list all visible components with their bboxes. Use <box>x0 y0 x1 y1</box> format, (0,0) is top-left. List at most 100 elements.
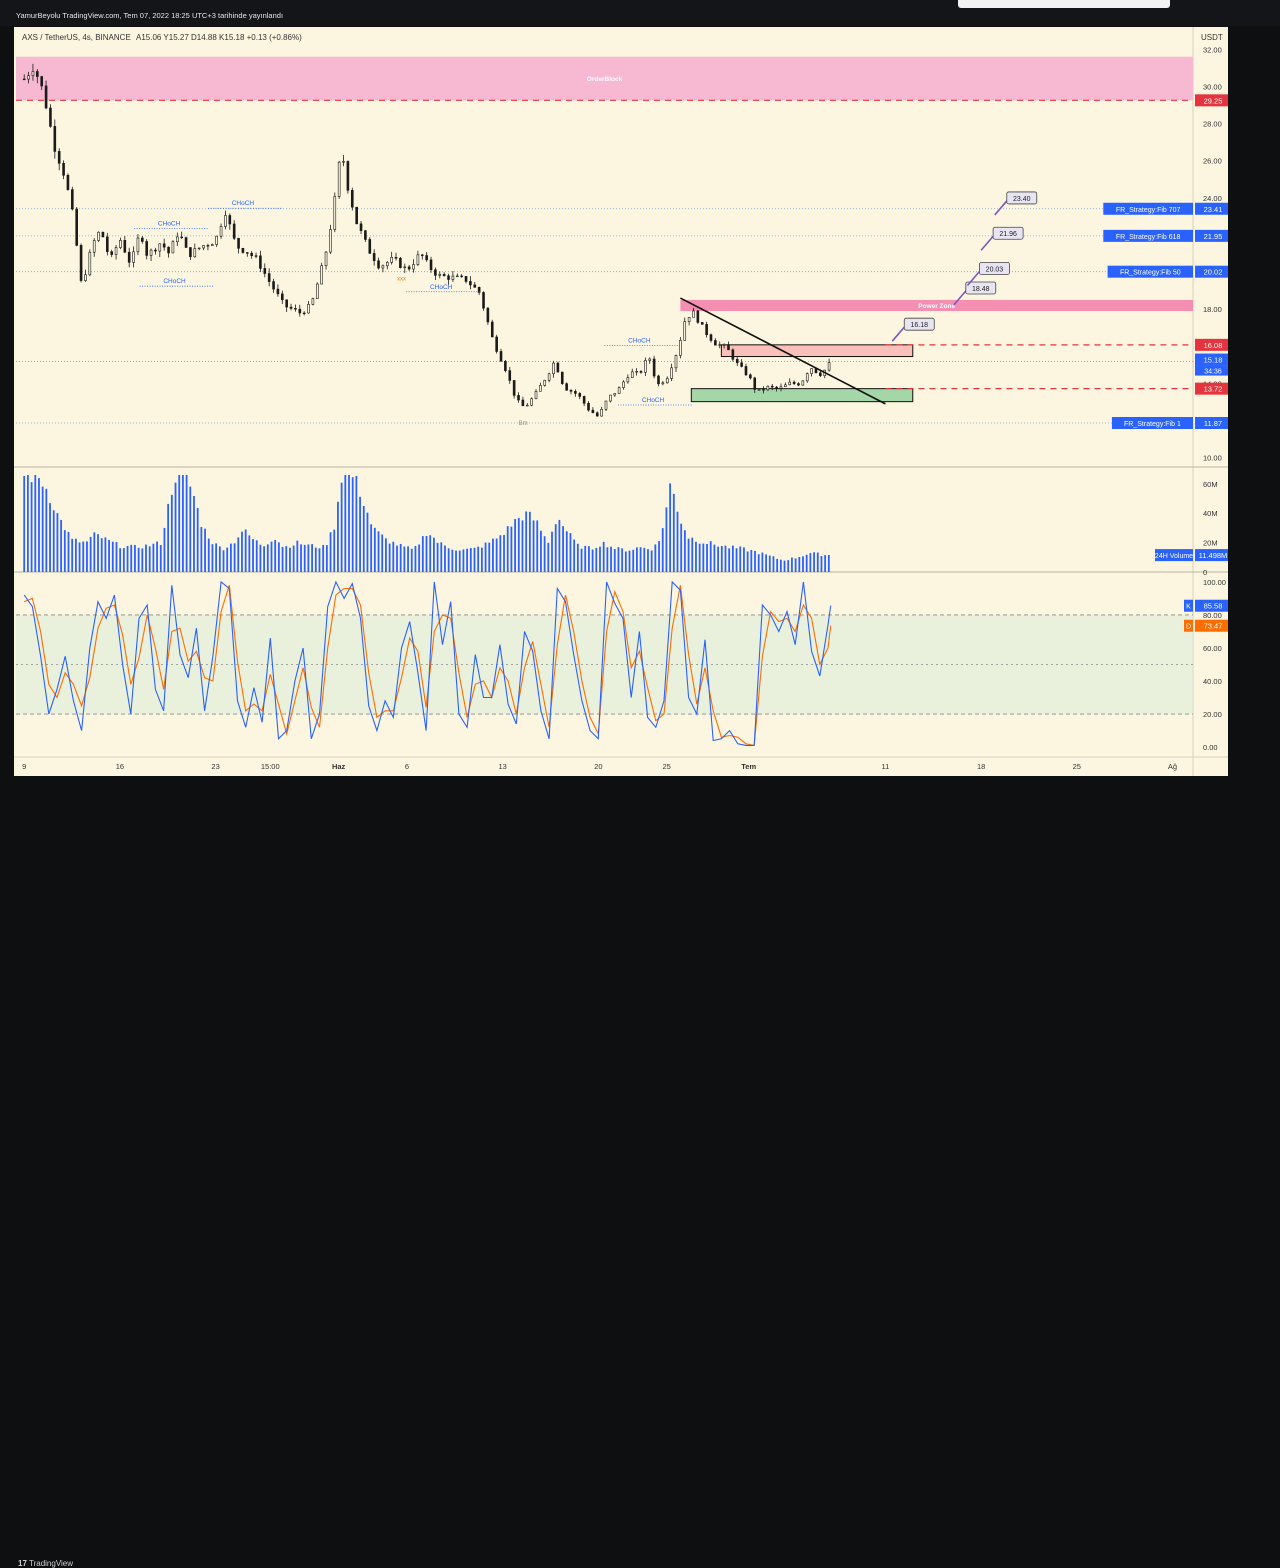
time-tick-label: Haz <box>332 762 346 771</box>
volume-bar <box>134 544 136 572</box>
candle-body <box>727 344 730 351</box>
candle-body <box>595 412 599 417</box>
volume-name-label: 24H Volume <box>1155 553 1193 560</box>
volume-bar <box>643 547 646 572</box>
candle-body <box>320 265 323 285</box>
candle-body <box>762 389 765 391</box>
candle-body <box>622 381 625 388</box>
candle-body <box>84 274 87 281</box>
volume-bar <box>252 539 254 572</box>
volume-bar <box>754 550 756 572</box>
volume-bar <box>602 541 605 572</box>
volume-bar <box>813 552 815 572</box>
candle-body <box>333 196 337 230</box>
volume-bar <box>26 475 29 572</box>
candle-body <box>652 358 656 377</box>
volume-bar <box>337 501 339 572</box>
volume-bar <box>285 546 288 572</box>
candle-body <box>805 373 809 382</box>
candle-body <box>517 395 520 401</box>
candle-body <box>110 251 113 255</box>
choch-label: CHoCH <box>163 278 186 285</box>
volume-bar <box>451 549 454 572</box>
volume-bar <box>768 555 771 572</box>
candle-body <box>508 370 512 381</box>
candle-body <box>232 223 236 239</box>
fib-price-tag-name-bg <box>1111 417 1193 429</box>
volume-bar <box>385 538 387 572</box>
target-box <box>979 262 1010 275</box>
volume-bar <box>163 527 166 572</box>
volume-bar <box>739 546 742 572</box>
volume-bar <box>436 542 439 572</box>
volume-bar <box>359 496 361 572</box>
volume-bar <box>274 539 277 572</box>
stoch-d-line <box>23 585 832 747</box>
volume-bar <box>277 542 280 572</box>
volume-bar <box>86 541 88 572</box>
choch-label: CHoCH <box>158 221 181 228</box>
volume-bar <box>362 505 365 572</box>
volume-bar <box>108 539 110 572</box>
target-pointer <box>980 235 994 251</box>
candle-body <box>434 269 437 276</box>
volume-bar <box>141 548 144 572</box>
volume-bar <box>41 486 44 572</box>
candle-body <box>66 174 70 190</box>
candle-body <box>162 243 166 248</box>
candle-body <box>534 391 538 400</box>
chart-canvas[interactable]: OrderBlock Power Zone CHoCH CHoCH CHoCH CHoC… <box>14 27 1228 776</box>
volume-bar <box>204 528 206 572</box>
candle-body <box>661 382 665 385</box>
volume-bar <box>167 503 170 572</box>
time-tick-label: Tem <box>741 762 756 771</box>
search-input[interactable] <box>958 0 1170 8</box>
volume-bar <box>532 520 535 572</box>
volume-bar <box>798 556 801 572</box>
supply-box-zone <box>720 344 914 358</box>
volume-bar <box>746 551 749 572</box>
volume-bar <box>669 483 672 572</box>
red-price-tag: 29.25 <box>1204 96 1223 105</box>
volume-bar <box>698 543 701 572</box>
volume-bar <box>170 494 173 572</box>
volume-bar <box>34 475 37 572</box>
volume-bar <box>743 547 745 572</box>
stoch-k-line <box>23 580 832 746</box>
red-price-tag-bg <box>1195 338 1228 351</box>
target-box <box>903 317 935 331</box>
stoch-name-bg <box>1184 619 1193 632</box>
candle-body <box>438 274 442 276</box>
candle-body <box>176 236 179 243</box>
stoch-tick-label: 0.00 <box>1203 743 1218 752</box>
volume-bar <box>322 544 325 572</box>
candle-body <box>285 299 288 308</box>
candle-body <box>495 336 498 352</box>
candle-body <box>455 275 459 278</box>
volume-bar <box>735 548 738 572</box>
volume-bar <box>148 546 151 572</box>
target-label: 20.03 <box>986 266 1004 273</box>
volume-value-tag-bg <box>1195 549 1228 562</box>
price-tick-label: 28.00 <box>1203 120 1222 129</box>
volume-bar <box>97 534 99 572</box>
time-tick-label: 9 <box>22 762 26 771</box>
candle-body <box>254 255 258 257</box>
volume-bar <box>709 541 712 572</box>
fib-price-tag-name: FR_Strategy:Fib 618 <box>1116 234 1181 241</box>
volume-bar <box>266 544 269 572</box>
candle-body <box>709 334 713 341</box>
candle-body <box>460 275 463 278</box>
candle-body <box>530 398 533 406</box>
volume-bar <box>558 519 561 572</box>
volume-bar <box>189 486 192 572</box>
fib-price-tag: 11.87 <box>1204 419 1222 428</box>
volume-bar <box>318 548 321 572</box>
small-label: Bm <box>519 421 528 427</box>
candle-body <box>44 85 48 109</box>
volume-bar <box>104 537 107 572</box>
volume-bar <box>182 475 184 572</box>
candle-body <box>477 287 481 293</box>
candle-body <box>648 358 652 361</box>
volume-bar <box>462 549 465 572</box>
